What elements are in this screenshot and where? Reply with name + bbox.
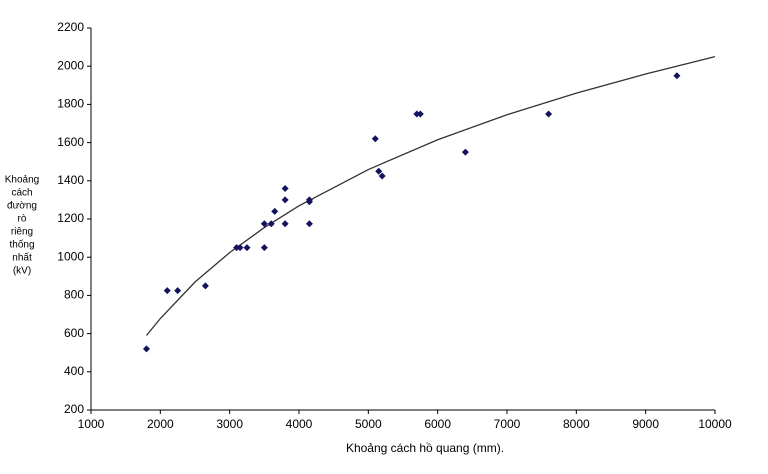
data-point [305,198,313,206]
y-tick-label: 1200 [57,211,84,225]
data-point [174,287,182,295]
data-point [243,244,251,252]
y-tick-label: 400 [64,364,84,378]
y-tick-label: 1000 [57,249,84,263]
y-axis-label: (kV) [13,266,31,277]
y-tick-label: 200 [64,402,84,416]
data-point [281,196,289,204]
y-tick-label: 1400 [57,173,84,187]
x-tick-label: 7000 [494,417,521,431]
y-tick-label: 1800 [57,97,84,111]
data-point [281,184,289,192]
y-tick-label: 2000 [57,58,84,72]
data-point [236,244,244,252]
x-tick-label: 6000 [424,417,451,431]
x-tick-label: 2000 [147,417,174,431]
y-axis-label: Khoảng [5,175,39,186]
data-point [375,167,383,175]
data-point [142,345,150,353]
data-point [260,220,268,228]
data-point [267,220,275,228]
y-axis-label: rò [18,214,27,225]
y-axis-label: nhất [12,252,32,264]
data-point [281,220,289,228]
data-point [673,72,681,80]
x-tick-label: 9000 [632,417,659,431]
data-point [371,135,379,143]
x-tick-label: 10000 [698,417,732,431]
x-tick-label: 5000 [355,417,382,431]
y-tick-label: 800 [64,288,84,302]
x-tick-label: 8000 [563,417,590,431]
data-point [461,148,469,156]
data-point [545,110,553,118]
trend-line [145,56,716,336]
x-tick-label: 4000 [286,417,313,431]
data-point [260,244,268,252]
data-point [201,282,209,290]
data-point [163,287,171,295]
y-axis-label: cách [11,188,32,199]
y-tick-label: 600 [64,326,84,340]
y-axis-label: riêng [11,227,33,238]
y-axis-label: đường [7,201,37,212]
data-point [305,220,313,228]
y-tick-label: 1600 [57,135,84,149]
x-axis-label: Khoảng cách hồ quang (mm). [346,441,504,455]
x-tick-label: 1000 [78,417,105,431]
data-point [416,110,424,118]
y-axis-label: thống [9,239,34,251]
data-point [271,207,279,215]
data-point [378,172,386,180]
x-tick-label: 3000 [216,417,243,431]
y-tick-label: 2200 [57,20,84,34]
